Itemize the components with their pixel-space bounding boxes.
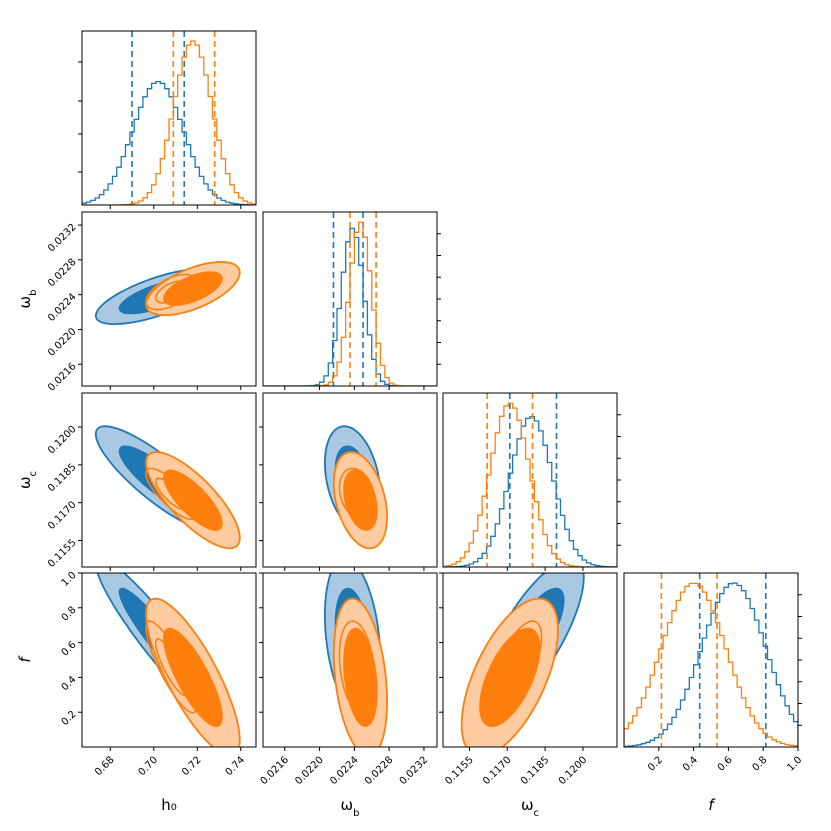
y-tick-label: 0.6 <box>60 639 79 658</box>
panel-frame <box>81 392 257 568</box>
histogram-step-blue <box>443 415 617 567</box>
histogram-step-blue <box>263 227 437 386</box>
x-tick-label: 1.0 <box>785 755 804 774</box>
panel-frame <box>442 572 618 748</box>
contour-orange-overlay-outer <box>145 620 198 714</box>
x-tick-label: 0.0216 <box>259 755 292 788</box>
contour-orange-overlay-inner <box>345 638 369 696</box>
x-tick-label: 0.1200 <box>557 755 590 788</box>
panel-omega_b-vs-h0 <box>94 260 241 326</box>
histogram-step-blue <box>624 582 798 747</box>
contour-orange-overlay-outer <box>145 467 198 521</box>
x-tick-label: 0.1170 <box>481 755 514 788</box>
axis-label-omega_c: ωc <box>16 471 39 489</box>
axis-label-f: f <box>16 655 34 663</box>
x-tick-label: 0.72 <box>180 755 204 779</box>
histogram-step-orange <box>624 582 798 747</box>
y-tick-label: 0.0232 <box>46 222 79 255</box>
panel-frame <box>81 30 257 206</box>
contour-orange-overlay-inner <box>154 638 188 696</box>
contour-orange-overlay-inner <box>499 638 533 696</box>
panel-frame <box>262 572 438 748</box>
x-tick-label: 0.2 <box>646 755 665 774</box>
contour-orange-inner <box>479 627 541 728</box>
histogram-f <box>624 573 798 747</box>
contour-orange-overlay-outer <box>338 620 376 714</box>
histogram-omega_b <box>263 212 437 386</box>
x-tick-label: 0.1155 <box>443 755 476 788</box>
panel-frame <box>262 392 438 568</box>
x-tick-label: 0.8 <box>751 755 770 774</box>
histogram-h0 <box>82 31 256 205</box>
contour-orange-overlay-inner <box>345 477 369 511</box>
panel-f-vs-omega_c <box>460 573 585 747</box>
panel-omega_c-vs-h0 <box>94 425 241 550</box>
contour-orange-overlay-inner <box>154 477 188 511</box>
histogram-omega_c <box>443 393 617 567</box>
histogram-step-blue <box>82 80 256 205</box>
y-tick-label: 0.1155 <box>46 537 79 570</box>
panel-frame <box>81 572 257 748</box>
contour-orange-inner <box>163 627 223 728</box>
y-tick-label: 0.0224 <box>46 291 79 324</box>
y-tick-label: 0.0228 <box>46 257 79 290</box>
histogram-step-orange <box>82 40 256 205</box>
contour-orange-inner <box>343 627 378 728</box>
contour-orange-overlay-outer <box>338 467 376 521</box>
x-tick-label: 0.0220 <box>293 755 326 788</box>
x-tick-label: 0.74 <box>224 755 248 779</box>
contour-orange-overlay-outer <box>489 620 543 714</box>
y-tick-label: 1.0 <box>60 570 79 589</box>
y-tick-label: 0.4 <box>60 674 79 693</box>
x-tick-label: 0.1185 <box>519 755 552 788</box>
y-tick-label: 0.0216 <box>46 361 79 394</box>
y-tick-label: 0.8 <box>60 605 79 624</box>
axis-label-f: f <box>708 796 716 814</box>
x-tick-label: 0.4 <box>681 755 700 774</box>
panel-omega_c-vs-omega_b <box>323 425 389 550</box>
y-tick-label: 0.0220 <box>46 326 79 359</box>
y-tick-label: 0.1185 <box>46 462 79 495</box>
contour-orange-overlay-inner <box>154 280 188 304</box>
axis-label-h0: h₀ <box>161 796 177 814</box>
panel-frame <box>81 211 257 387</box>
y-tick-label: 0.1170 <box>46 500 79 533</box>
x-tick-label: 0.6 <box>716 755 735 774</box>
x-tick-label: 0.0232 <box>398 755 431 788</box>
x-tick-label: 0.70 <box>137 755 161 779</box>
y-tick-label: 0.2 <box>60 709 79 728</box>
panel-f-vs-h0 <box>96 573 241 747</box>
axis-label-omega_b: ωb <box>341 796 360 819</box>
y-tick-label: 0.1200 <box>46 424 79 457</box>
x-tick-label: 0.0224 <box>328 755 361 788</box>
contour-orange-overlay-outer <box>145 273 198 311</box>
panel-f-vs-omega_b <box>323 573 389 747</box>
x-tick-label: 0.68 <box>93 755 117 779</box>
axis-label-omega_c: ωc <box>521 796 539 819</box>
x-tick-label: 0.0228 <box>363 755 396 788</box>
axis-label-omega_b: ωb <box>16 290 39 309</box>
histogram-step-orange <box>443 402 617 567</box>
